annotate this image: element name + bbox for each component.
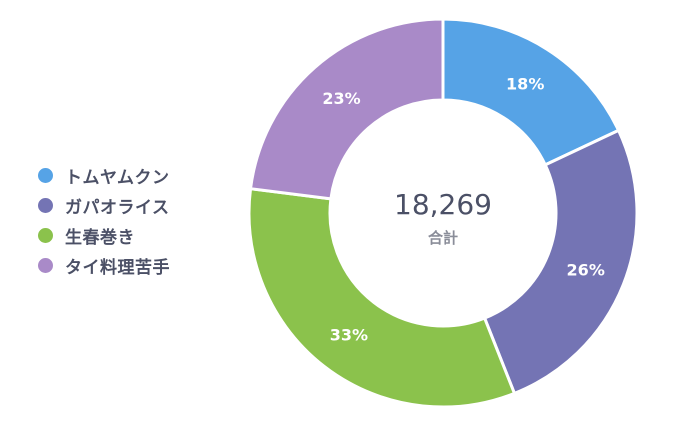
legend-label-gapao-rice: ガパオライス (65, 197, 170, 218)
donut-slice-dislike-thai-food[interactable] (248, 17, 445, 201)
slice-label-spring-rolls: 33% (330, 325, 368, 344)
donut-slice-gapao-rice[interactable] (482, 128, 639, 396)
legend-swatch-tom-yum-kung (38, 167, 53, 183)
slice-label-tom-yum-kung: 18% (506, 74, 544, 93)
donut-slice-labels: 18% 26% 33% 23% (322, 74, 604, 344)
legend-item-tom-yum-kung[interactable]: トムヤムクン (38, 160, 170, 190)
slice-label-dislike-thai-food: 23% (322, 89, 360, 108)
donut-slice-spring-rolls[interactable] (247, 187, 517, 409)
legend-swatch-dislike-thai-food (38, 257, 53, 273)
center-total-value: 18,269 (394, 188, 492, 221)
chart-legend: トムヤムクン ガパオライス 生春巻き タイ料理苦手 (38, 160, 170, 280)
legend-item-gapao-rice[interactable]: ガパオライス (38, 190, 170, 220)
legend-swatch-gapao-rice (38, 197, 53, 213)
center-total-caption: 合計 (427, 229, 458, 247)
legend-label-tom-yum-kung: トムヤムクン (65, 167, 170, 188)
slice-label-gapao-rice: 26% (567, 261, 605, 280)
legend-item-dislike-thai-food[interactable]: タイ料理苦手 (38, 250, 170, 280)
legend-item-spring-rolls[interactable]: 生春巻き (38, 220, 170, 250)
legend-swatch-spring-rolls (38, 227, 53, 243)
donut-slices (247, 17, 639, 409)
legend-label-dislike-thai-food: タイ料理苦手 (65, 257, 170, 278)
legend-label-spring-rolls: 生春巻き (65, 227, 135, 248)
